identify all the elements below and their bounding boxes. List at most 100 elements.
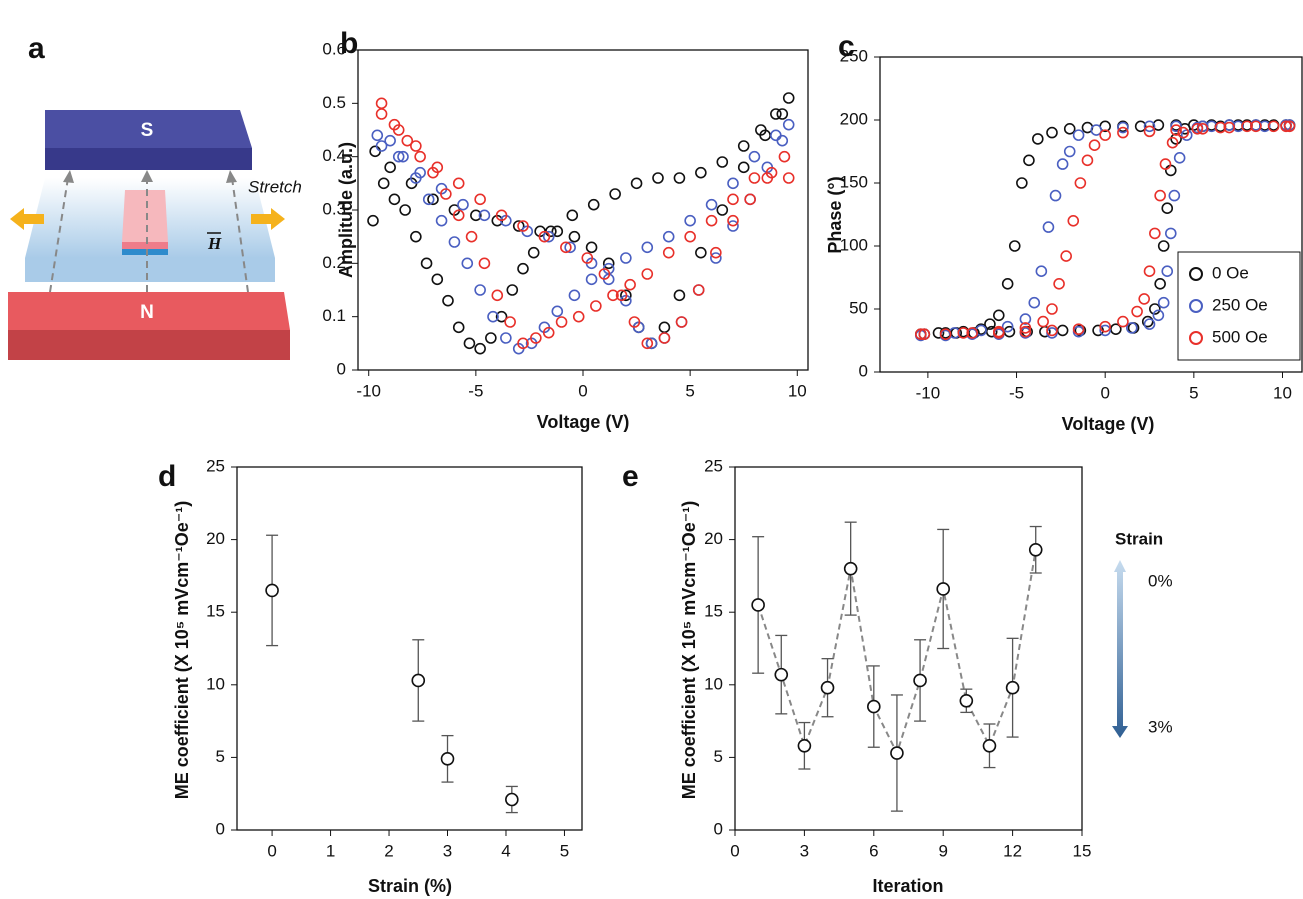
legend-label: 250 Oe (1212, 295, 1268, 314)
point (1042, 221, 1055, 233)
x-tick-label: 0 (1100, 383, 1109, 402)
point (1067, 215, 1080, 227)
stretch-arrow-right (251, 208, 285, 230)
annotation: 0% (1148, 571, 1173, 590)
y-tick-label: 0 (337, 359, 346, 378)
x-tick-label: 0 (730, 841, 739, 860)
magnet-n-top (8, 292, 290, 330)
point (1072, 129, 1085, 141)
point (1283, 120, 1296, 133)
point (1074, 324, 1087, 337)
point (820, 680, 835, 695)
point (1117, 126, 1129, 139)
point (778, 150, 791, 163)
point (716, 204, 729, 216)
point (491, 289, 504, 302)
point (1166, 136, 1179, 149)
point (1280, 120, 1292, 133)
y-tick-label: 0 (216, 819, 225, 838)
point (913, 673, 927, 688)
point (984, 318, 996, 330)
point (1016, 177, 1028, 189)
point (1063, 123, 1076, 135)
point (1164, 227, 1177, 240)
point (1046, 324, 1058, 337)
point (1157, 296, 1170, 309)
point (748, 150, 761, 163)
y-tick-label: 100 (840, 235, 868, 254)
point (1019, 313, 1032, 325)
point (410, 230, 422, 243)
point (705, 214, 718, 227)
point (782, 172, 795, 184)
point (585, 273, 598, 286)
point (1152, 119, 1165, 131)
x-axis-label: Strain (%) (368, 876, 452, 896)
plot-frame (879, 56, 1303, 373)
plot-frame (236, 466, 583, 831)
point (1019, 325, 1032, 338)
point (1049, 189, 1062, 202)
y-tick-label: 20 (206, 529, 225, 548)
y-tick-label: 0.1 (322, 306, 346, 325)
point (478, 257, 491, 270)
y-tick-label: 25 (704, 456, 723, 475)
y-tick-label: 0.5 (322, 93, 346, 112)
point (457, 198, 469, 211)
point (463, 337, 476, 350)
plate-front (25, 258, 275, 282)
point (442, 294, 454, 307)
point (1168, 189, 1181, 202)
point (966, 327, 979, 339)
point (560, 241, 572, 254)
point (512, 220, 525, 232)
point (1037, 315, 1049, 328)
point (1143, 318, 1156, 330)
point (727, 214, 739, 227)
point (440, 188, 452, 200)
point (1046, 126, 1058, 139)
x-axis-label: Voltage (V) (1062, 414, 1155, 434)
point (1028, 542, 1043, 557)
y-tick-label: 25 (206, 456, 225, 475)
point (572, 310, 585, 323)
point (485, 332, 497, 344)
sample-layer (122, 242, 168, 249)
x-tick-label: 4 (501, 841, 510, 860)
point (1143, 125, 1156, 138)
legend: 0 Oe 250 Oe 500 Oe (1177, 251, 1301, 361)
point (474, 284, 486, 296)
point (375, 140, 388, 152)
sample (122, 190, 168, 242)
x-tick-label: 6 (869, 841, 878, 860)
point (1117, 315, 1129, 328)
point (658, 332, 671, 344)
field-label: H (207, 234, 222, 253)
point (630, 177, 643, 190)
point (615, 289, 628, 302)
field-lines (49, 177, 249, 293)
point (992, 325, 1005, 338)
point (1063, 145, 1076, 158)
point (585, 241, 598, 254)
point (1143, 120, 1156, 133)
point (367, 214, 379, 227)
point (727, 177, 739, 190)
point (620, 289, 632, 302)
y-tick-label: 0.4 (322, 146, 346, 165)
point (1032, 133, 1044, 145)
point (568, 230, 581, 243)
panel-label: a (28, 32, 45, 65)
point (692, 284, 705, 296)
point (751, 598, 765, 612)
panel-label: e (622, 460, 639, 493)
point (564, 241, 576, 254)
point (399, 204, 411, 216)
point (607, 289, 619, 302)
x-tick-label: 10 (788, 381, 807, 400)
point (843, 561, 858, 576)
annotation: Strain (1115, 529, 1163, 548)
point (1191, 123, 1204, 135)
point (397, 150, 409, 163)
point (1046, 303, 1058, 315)
